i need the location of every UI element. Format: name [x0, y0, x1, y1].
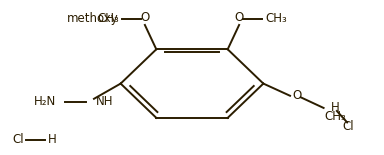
Text: CH₃: CH₃ [97, 12, 119, 25]
Text: H: H [331, 101, 339, 114]
Text: CH₃: CH₃ [325, 110, 346, 123]
Text: NH: NH [96, 95, 113, 108]
Text: methoxy: methoxy [67, 12, 119, 25]
Text: O: O [140, 11, 149, 24]
Text: H: H [48, 133, 57, 146]
Text: O: O [235, 11, 244, 24]
Text: Cl: Cl [343, 120, 354, 133]
Text: H₂N: H₂N [33, 95, 56, 108]
Text: O: O [292, 89, 301, 102]
Text: Cl: Cl [13, 133, 25, 146]
Text: CH₃: CH₃ [265, 12, 287, 25]
